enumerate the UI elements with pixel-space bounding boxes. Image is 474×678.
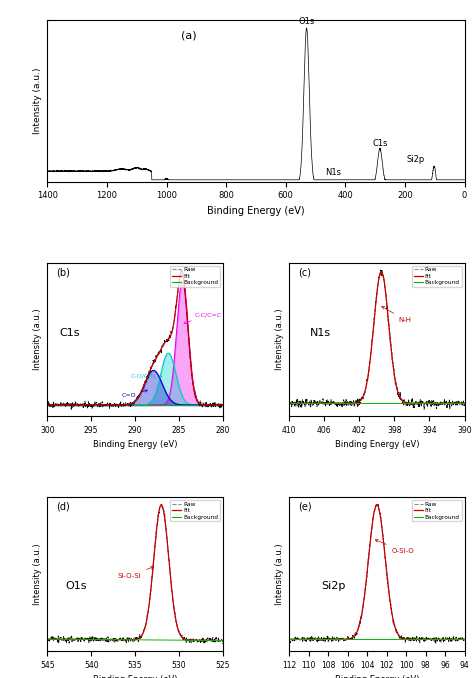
Text: (d): (d) bbox=[56, 502, 70, 512]
Text: Si-O-Si: Si-O-Si bbox=[118, 566, 154, 579]
Text: N-H: N-H bbox=[382, 306, 412, 323]
Text: C1s: C1s bbox=[60, 328, 80, 338]
Text: (a): (a) bbox=[181, 30, 197, 40]
X-axis label: Binding Energy (eV): Binding Energy (eV) bbox=[207, 206, 305, 216]
Y-axis label: Intensity (a.u.): Intensity (a.u.) bbox=[275, 308, 284, 370]
Legend: Raw, Fit, Background: Raw, Fit, Background bbox=[170, 266, 220, 287]
X-axis label: Binding Energy (eV): Binding Energy (eV) bbox=[93, 675, 177, 678]
Text: N1s: N1s bbox=[310, 328, 331, 338]
Text: Si2p: Si2p bbox=[406, 155, 425, 164]
Text: O1s: O1s bbox=[299, 17, 315, 26]
X-axis label: Binding Energy (eV): Binding Energy (eV) bbox=[335, 441, 419, 450]
Text: (b): (b) bbox=[56, 267, 70, 277]
X-axis label: Binding Energy (eV): Binding Energy (eV) bbox=[335, 675, 419, 678]
Text: O1s: O1s bbox=[65, 582, 86, 591]
X-axis label: Binding Energy (eV): Binding Energy (eV) bbox=[93, 441, 177, 450]
Legend: Raw, Fit, Background: Raw, Fit, Background bbox=[412, 266, 462, 287]
Y-axis label: Intensity (a.u.): Intensity (a.u.) bbox=[33, 543, 42, 605]
Y-axis label: Intensity (a.u.): Intensity (a.u.) bbox=[33, 308, 42, 370]
Text: O-Si-O: O-Si-O bbox=[375, 540, 414, 554]
Text: N1s: N1s bbox=[326, 168, 341, 177]
Legend: Raw, Fit, Background: Raw, Fit, Background bbox=[170, 500, 220, 521]
Y-axis label: Intensity (a.u.): Intensity (a.u.) bbox=[275, 543, 284, 605]
Legend: Raw, Fit, Background: Raw, Fit, Background bbox=[412, 500, 462, 521]
Text: C1s: C1s bbox=[372, 138, 388, 148]
Text: C=O: C=O bbox=[122, 390, 147, 397]
Text: Si2p: Si2p bbox=[321, 582, 345, 591]
Y-axis label: Intensity (a.u.): Intensity (a.u.) bbox=[33, 68, 42, 134]
Text: (c): (c) bbox=[298, 267, 311, 277]
Text: (e): (e) bbox=[298, 502, 311, 512]
Text: C-O/C-N: C-O/C-N bbox=[131, 374, 162, 378]
Text: C-C/C=C: C-C/C=C bbox=[184, 312, 222, 324]
